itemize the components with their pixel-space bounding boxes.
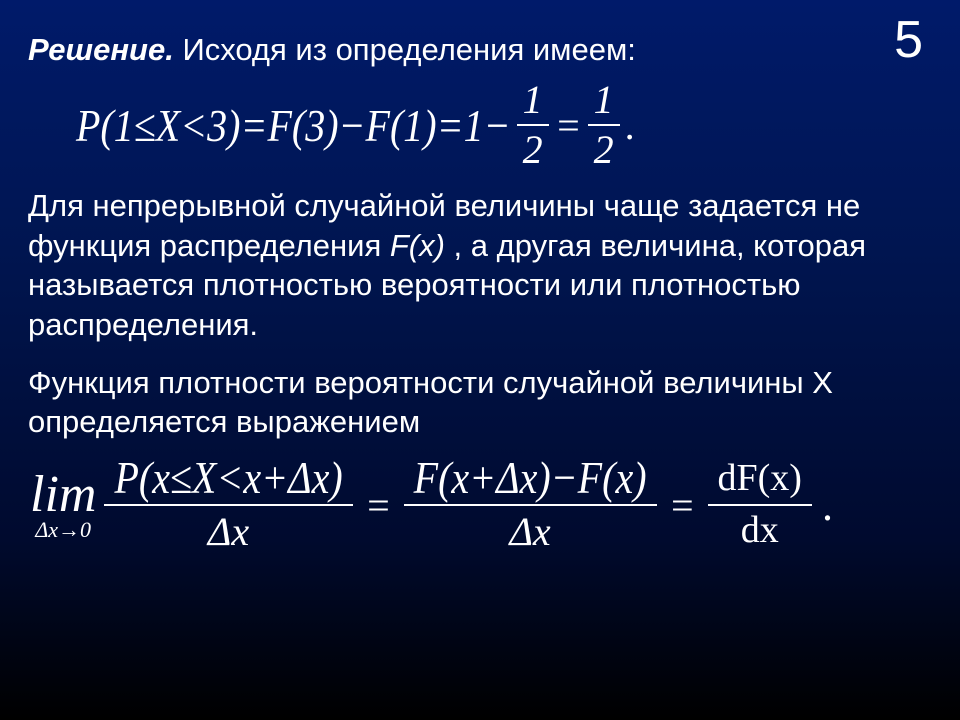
formula2-frac2: F(x+Δx)−F(x) Δx (404, 456, 657, 554)
frac-num: 1 (517, 78, 549, 122)
frac-den: 2 (517, 128, 549, 172)
frac-den: Δx (198, 508, 259, 554)
formula2-frac1: P(x≤X<x+Δx) Δx (104, 456, 352, 554)
formula2-frac3: dF(x) dx (708, 458, 812, 552)
frac-num: 1 (588, 78, 620, 122)
paragraph-density-def: Функция плотности вероятности случайной … (28, 363, 932, 442)
page-number: 5 (894, 10, 924, 70)
frac-num: dF(x) (708, 458, 812, 502)
frac-num: P(x≤X<x+Δx) (104, 456, 352, 502)
solution-label: Решение. (28, 32, 174, 67)
heading-line: Решение. Исходя из определения имеем: (28, 32, 932, 68)
frac-den: 2 (588, 128, 620, 172)
lim-text: lim (30, 469, 96, 521)
formula1-frac2: 1 2 (588, 78, 620, 172)
formula1-mid: = (555, 102, 582, 149)
frac-den: dx (731, 508, 789, 552)
formula-density-definition: lim Δx→0 P(x≤X<x+Δx) Δx = F(x+Δx)−F(x) Δ… (30, 456, 932, 554)
formula1-lhs: P(1≤X<3)=F(3)−F(1)=1− (76, 102, 511, 149)
paragraph-density-intro: Для непрерывной случайной величины чаще … (28, 186, 932, 345)
equals-2: = (665, 482, 700, 529)
formula1-tail: . (626, 102, 636, 149)
equals-1: = (361, 482, 396, 529)
limit-operator: lim Δx→0 (30, 469, 96, 541)
lim-sub: Δx→0 (35, 519, 91, 541)
frac-num: F(x+Δx)−F(x) (404, 456, 657, 502)
formula2-tail: . (820, 480, 833, 531)
formula1-frac1: 1 2 (517, 78, 549, 172)
heading-rest: Исходя из определения имеем: (174, 32, 636, 67)
frac-den: Δx (499, 508, 560, 554)
formula-probability: P(1≤X<3)=F(3)−F(1)=1− 1 2 = 1 2 . (76, 78, 932, 172)
para1-fx: F(x) (390, 228, 445, 263)
